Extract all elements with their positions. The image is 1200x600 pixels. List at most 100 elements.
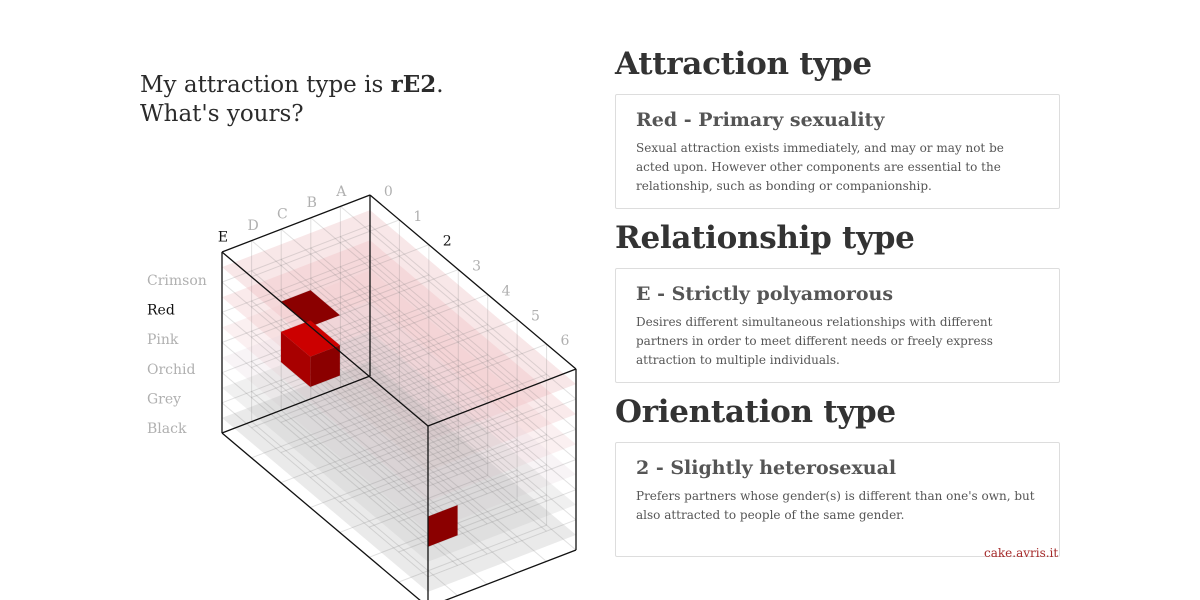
relationship-heading: Relationship type bbox=[615, 220, 915, 256]
grid-line bbox=[339, 354, 488, 413]
grid-line bbox=[251, 300, 458, 476]
attraction-card: Red - Primary sexuality Sexual attractio… bbox=[615, 94, 1060, 209]
grid-line bbox=[251, 421, 458, 596]
site-credit[interactable]: cake.avris.it bbox=[984, 546, 1059, 560]
grid-line bbox=[251, 360, 458, 536]
selection-cube-front bbox=[280, 331, 311, 387]
headline-question: What's yours? bbox=[140, 101, 304, 127]
orientation-label-6[interactable]: 6 bbox=[560, 333, 569, 349]
headline: My attraction type is rE2. What's yours? bbox=[140, 70, 444, 129]
frame-edge bbox=[221, 251, 429, 427]
row-label-pink[interactable]: Pink bbox=[147, 332, 179, 348]
grid-line bbox=[310, 277, 518, 453]
grid-line bbox=[340, 236, 547, 411]
grid-line bbox=[368, 379, 518, 438]
grid-line bbox=[251, 240, 458, 415]
relationship-label-C[interactable]: C bbox=[277, 207, 288, 223]
frame-edge bbox=[369, 194, 577, 370]
orientation-label-1[interactable]: 1 bbox=[413, 209, 422, 225]
relationship-label-B[interactable]: B bbox=[307, 195, 317, 211]
grid-line bbox=[340, 266, 547, 442]
row-label-red[interactable]: Red bbox=[147, 303, 175, 319]
grid-line bbox=[339, 474, 488, 533]
row-label-grey[interactable]: Grey bbox=[147, 391, 181, 407]
grid-line bbox=[340, 387, 547, 562]
attraction-cube[interactable]: A B C D E 0 1 2 3 4 5 6 Crimson Red Pink Orchid Grey Blac… bbox=[0, 0, 600, 600]
cube-frame bbox=[221, 194, 577, 600]
grid-line bbox=[221, 311, 429, 487]
grid-line bbox=[368, 318, 518, 377]
grid-line bbox=[339, 444, 488, 503]
grid-line bbox=[427, 398, 577, 457]
orientation-label-2[interactable]: 2 bbox=[443, 234, 452, 250]
selection-side-marker bbox=[428, 505, 458, 547]
grid-line bbox=[369, 315, 577, 491]
grid-line bbox=[340, 296, 547, 472]
grid-line bbox=[369, 285, 577, 460]
grid-line bbox=[369, 375, 577, 551]
headline-suffix: . bbox=[436, 72, 444, 98]
attraction-card-title: Red - Primary sexuality bbox=[636, 109, 885, 131]
grid-line bbox=[368, 469, 518, 528]
grid-line bbox=[221, 402, 429, 578]
grid-line bbox=[251, 219, 400, 278]
orientation-card-title: 2 - Slightly heterosexual bbox=[636, 457, 897, 479]
orientation-heading: Orientation type bbox=[615, 394, 896, 430]
row-label-crimson[interactable]: Crimson bbox=[147, 273, 207, 289]
orientation-label-3[interactable]: 3 bbox=[472, 259, 481, 275]
frame-edge bbox=[444, 549, 577, 600]
results-column: Attraction type Red - Primary sexuality … bbox=[615, 44, 1060, 566]
grid-line bbox=[310, 217, 518, 393]
grid-line bbox=[310, 247, 518, 423]
grid-line bbox=[221, 342, 429, 517]
orientation-label-4[interactable]: 4 bbox=[502, 283, 511, 299]
headline-code: rE2 bbox=[390, 71, 437, 98]
relationship-card-title: E - Strictly polyamorous bbox=[636, 283, 894, 305]
grid-line bbox=[398, 524, 547, 583]
grid-line bbox=[251, 400, 400, 459]
grid-line bbox=[221, 254, 371, 313]
relationship-label-A[interactable]: A bbox=[335, 184, 347, 200]
grid-line bbox=[310, 450, 459, 509]
selection-markers bbox=[280, 290, 458, 547]
grid-line bbox=[310, 419, 459, 478]
orientation-card-desc: Prefers partners whose gender(s) is diff… bbox=[636, 489, 1035, 522]
grid-line bbox=[310, 368, 518, 544]
grid-line bbox=[310, 389, 459, 448]
grid-line bbox=[310, 307, 518, 483]
orientation-label-5[interactable]: 5 bbox=[531, 308, 540, 324]
headline-prefix: My attraction type is bbox=[140, 72, 391, 98]
grid-line bbox=[369, 224, 577, 400]
relationship-label-E[interactable]: E bbox=[218, 229, 228, 245]
cube-layer bbox=[222, 360, 576, 592]
grid-line bbox=[280, 244, 430, 303]
grid-line bbox=[368, 409, 518, 468]
row-label-black[interactable]: Black bbox=[147, 421, 187, 437]
grid-line bbox=[398, 343, 547, 402]
frame-edge bbox=[427, 368, 577, 427]
grid-line bbox=[398, 404, 547, 462]
orientation-label-0[interactable]: 0 bbox=[384, 184, 393, 200]
grid-line bbox=[427, 428, 577, 487]
grid-line bbox=[340, 356, 547, 532]
orientation-card: 2 - Slightly heterosexual Prefers partne… bbox=[615, 442, 1060, 557]
relationship-label-D[interactable]: D bbox=[247, 218, 258, 234]
grid-line bbox=[427, 519, 577, 578]
attraction-heading: Attraction type bbox=[615, 46, 872, 82]
grid-line bbox=[339, 293, 488, 352]
cube-layer bbox=[222, 210, 576, 442]
cube-grid bbox=[221, 194, 577, 600]
grid-line bbox=[280, 409, 488, 585]
grid-line bbox=[369, 254, 577, 430]
grid-line bbox=[340, 206, 547, 381]
grid-line bbox=[398, 464, 547, 523]
attraction-card-desc: Sexual attraction exists immediately, an… bbox=[636, 141, 1004, 193]
selection-top-marker bbox=[280, 290, 340, 327]
selection-cube-side bbox=[310, 345, 340, 387]
grid-line bbox=[368, 439, 518, 498]
grid-line bbox=[427, 459, 577, 517]
grid-line bbox=[398, 434, 547, 493]
row-label-orchid[interactable]: Orchid bbox=[147, 362, 196, 378]
grid-line bbox=[251, 391, 458, 566]
grid-line bbox=[398, 494, 547, 553]
